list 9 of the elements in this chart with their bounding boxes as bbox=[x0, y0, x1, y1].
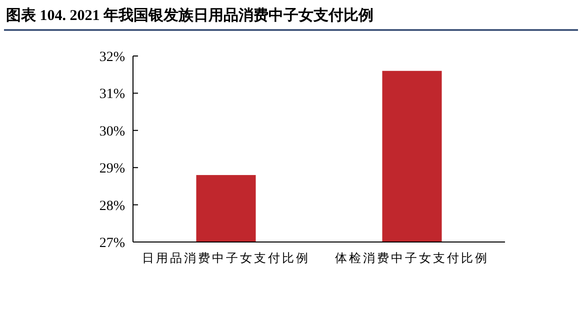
chart-title: 图表 104. 2021 年我国银发族日用品消费中子女支付比例 bbox=[6, 7, 374, 24]
y-tick-label: 29% bbox=[99, 162, 126, 177]
x-tick-label: 日用品消费中子女支付比例 bbox=[142, 251, 310, 265]
y-tick-label: 27% bbox=[99, 236, 126, 251]
x-tick-label: 体检消费中子女支付比例 bbox=[335, 251, 489, 265]
y-tick-label: 31% bbox=[99, 87, 126, 102]
y-tick-label: 30% bbox=[99, 124, 126, 140]
y-tick-label: 28% bbox=[99, 198, 126, 214]
y-tick-label: 32% bbox=[99, 50, 126, 65]
